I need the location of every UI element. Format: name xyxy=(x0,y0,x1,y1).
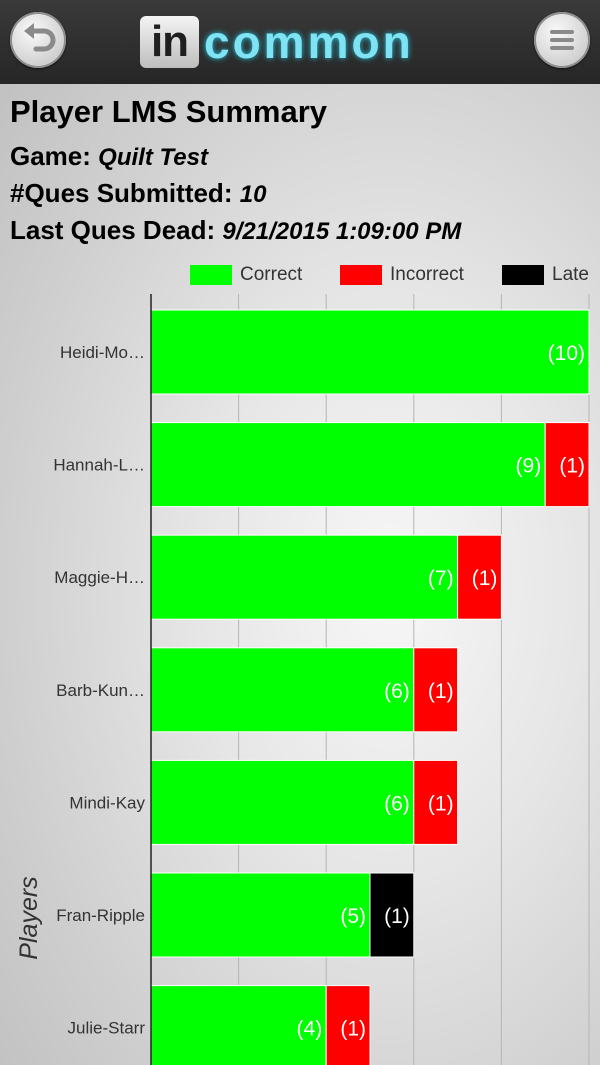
bar-correct xyxy=(150,647,415,733)
bar-value-label: (1) xyxy=(428,680,454,703)
bar-value-label: (1) xyxy=(340,1018,366,1041)
legend-swatch-correct xyxy=(190,265,232,285)
last-dead-line: Last Ques Dead: 9/21/2015 1:09:00 PM xyxy=(10,215,461,246)
bar-correct xyxy=(150,534,459,620)
category-label: Hannah-L… xyxy=(53,456,145,475)
page-title: Player LMS Summary xyxy=(10,94,328,129)
legend-swatch-late xyxy=(502,265,544,285)
logo-word: common xyxy=(204,16,414,68)
legend-label-correct: Correct xyxy=(240,264,303,285)
legend-item-correct: Correct xyxy=(190,264,302,286)
game-value: Quilt Test xyxy=(98,144,208,171)
bar-correct xyxy=(150,309,590,395)
back-button[interactable] xyxy=(10,12,66,68)
category-label: Maggie-H… xyxy=(54,568,145,587)
bar-incorrect xyxy=(413,759,459,845)
top-bar: in common xyxy=(0,0,600,84)
submitted-label: #Ques Submitted: xyxy=(10,178,233,208)
y-axis-title: Players xyxy=(15,876,43,959)
bar-late xyxy=(369,872,415,958)
bar-value-label: (7) xyxy=(428,567,454,590)
bar-correct xyxy=(150,759,415,845)
bar-value-label: (9) xyxy=(516,455,542,478)
legend-label-late: Late xyxy=(552,264,589,285)
hamburger-menu-icon xyxy=(550,30,574,50)
submitted-line: #Ques Submitted: 10 xyxy=(10,178,266,209)
logo-in-box: in xyxy=(140,16,199,68)
bar-value-label: (1) xyxy=(384,905,410,928)
bar-value-label: (4) xyxy=(297,1018,323,1041)
legend-item-incorrect: Incorrect xyxy=(340,264,464,286)
bar-incorrect xyxy=(413,647,459,733)
legend-label-incorrect: Incorrect xyxy=(390,264,464,285)
bar-value-label: (5) xyxy=(340,905,366,928)
submitted-value: 10 xyxy=(239,181,267,208)
category-label: Barb-Kun… xyxy=(56,681,145,700)
bar-value-label: (10) xyxy=(548,342,585,365)
game-line: Game: Quilt Test xyxy=(10,141,208,172)
bar-incorrect xyxy=(325,985,371,1065)
bar-incorrect xyxy=(457,534,502,620)
legend-swatch-incorrect xyxy=(340,265,382,285)
bar-correct xyxy=(150,422,546,508)
bar-value-label: (6) xyxy=(384,680,410,703)
bar-correct xyxy=(150,872,371,958)
category-label: Julie-Starr xyxy=(68,1019,146,1038)
last-dead-value: 9/21/2015 1:09:00 PM xyxy=(222,218,462,245)
bar-value-label: (1) xyxy=(428,792,454,815)
bar-correct xyxy=(150,985,327,1065)
game-label: Game: xyxy=(10,141,91,171)
category-label: Fran-Ripple xyxy=(56,906,145,925)
category-label: Heidi-Mo… xyxy=(60,343,145,362)
bar-value-label: (6) xyxy=(384,792,410,815)
category-label: Mindi-Kay xyxy=(69,793,145,812)
legend-item-late: Late xyxy=(502,264,589,286)
bar-incorrect xyxy=(544,422,590,508)
back-arrow-icon xyxy=(24,23,56,52)
last-dead-label: Last Ques Dead: xyxy=(10,215,216,245)
bar-value-label: (1) xyxy=(559,455,585,478)
app-logo: in common xyxy=(140,15,460,69)
bar-value-label: (1) xyxy=(472,567,498,590)
menu-button[interactable] xyxy=(534,12,590,68)
